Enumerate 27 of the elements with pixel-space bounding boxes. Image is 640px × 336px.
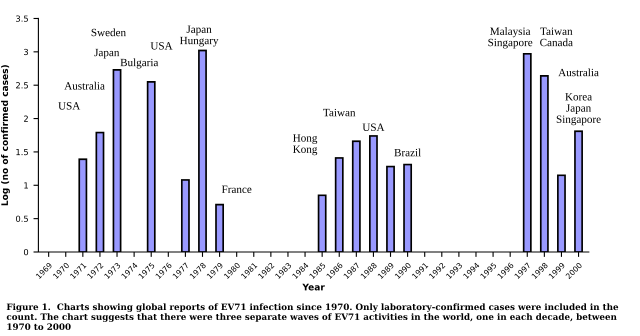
annotation: Australia — [64, 82, 105, 90]
annotation: USA — [362, 124, 384, 131]
x-axis-title: Year — [302, 284, 325, 290]
y-tick-label: 3 — [24, 48, 28, 56]
y-tick-label: 1 — [24, 182, 28, 188]
y-tick-label: 3.5 — [16, 15, 28, 22]
y-axis-title: Log (no of confirmed cases) — [1, 65, 10, 206]
y-tick-label: 2 — [24, 116, 28, 122]
annotation: Japan Hungary — [180, 26, 218, 46]
annotation: USA — [58, 102, 80, 110]
annotation: Australia — [558, 68, 599, 76]
y-tick-label: 2.5 — [16, 82, 28, 88]
annotation: Taiwan — [323, 108, 356, 116]
annotation: Taiwan Canada — [540, 28, 573, 46]
y-tick-label: 1.5 — [16, 149, 28, 156]
annotation: Hong Kong — [293, 134, 318, 156]
y-tick-label: 0.5 — [16, 216, 28, 222]
y-tick-label: 0 — [24, 248, 28, 256]
annotation: Japan — [94, 48, 120, 59]
annotation: France — [222, 186, 252, 194]
annotation: Korea Japan Singapore — [556, 93, 601, 126]
annotation: Brazil — [394, 148, 421, 156]
annotation: USA — [150, 42, 173, 50]
annotation: Sweden — [92, 28, 126, 36]
caption: Figure 1. Charts showing global reports of EV71 infection since 1970. Only laboratory-confirmed cases were included in the count. The chart suggests that there were three separate waves of EV71 activities in the world, one in each decade, between 1970 to 2000 — [6, 303, 618, 330]
annotation: Malaysia Singapore — [488, 27, 532, 49]
annotation: Bulgaria — [120, 58, 158, 69]
